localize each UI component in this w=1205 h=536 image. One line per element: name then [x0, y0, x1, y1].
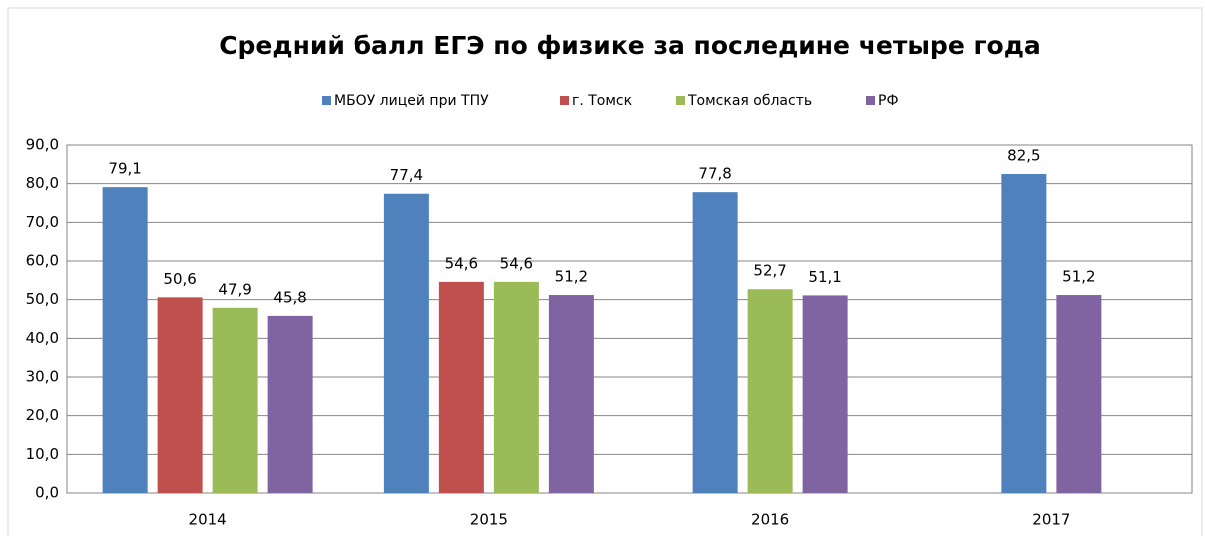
bar	[692, 192, 738, 493]
chart-title: Средний балл ЕГЭ по физике за последине …	[219, 31, 1041, 60]
y-tick-label: 30,0	[26, 368, 59, 386]
x-tick-label: 2016	[751, 511, 789, 529]
value-label: 51,2	[555, 268, 588, 286]
bar	[102, 187, 148, 493]
value-label: 52,7	[753, 262, 786, 280]
bar	[383, 193, 429, 493]
value-label: 54,6	[500, 254, 533, 272]
value-label: 77,8	[698, 165, 731, 183]
bar	[493, 281, 539, 493]
value-label: 51,1	[808, 268, 841, 286]
bar	[747, 289, 793, 493]
y-tick-label: 20,0	[26, 406, 59, 424]
legend-label: РФ	[878, 93, 899, 109]
x-tick-label: 2014	[189, 511, 227, 529]
value-label: 47,9	[218, 280, 251, 298]
bar	[548, 295, 594, 493]
y-tick-label: 80,0	[26, 174, 59, 192]
bar	[157, 297, 203, 493]
value-label: 54,6	[445, 254, 478, 272]
y-tick-label: 90,0	[26, 136, 59, 154]
y-tick-label: 50,0	[26, 290, 59, 308]
legend-label: Томская область	[687, 93, 812, 109]
bar	[212, 307, 258, 493]
legend-swatch	[866, 96, 875, 105]
y-tick-label: 70,0	[26, 213, 59, 231]
bar	[802, 295, 848, 493]
value-label: 51,2	[1062, 268, 1095, 286]
x-tick-label: 2017	[1032, 511, 1070, 529]
bar	[267, 315, 313, 493]
x-tick-label: 2015	[470, 511, 508, 529]
y-tick-label: 10,0	[26, 445, 59, 463]
legend-swatch	[322, 96, 331, 105]
value-label: 45,8	[273, 288, 306, 306]
y-tick-label: 0,0	[35, 484, 59, 502]
y-tick-label: 60,0	[26, 252, 59, 270]
legend-swatch	[676, 96, 685, 105]
value-label: 50,6	[163, 270, 196, 288]
bar	[1056, 295, 1102, 493]
value-label: 77,4	[390, 166, 423, 184]
bar	[438, 281, 484, 493]
legend-swatch	[560, 96, 569, 105]
legend-label: г. Томск	[572, 93, 632, 109]
value-label: 79,1	[108, 160, 141, 178]
value-label: 82,5	[1007, 147, 1040, 165]
y-tick-label: 40,0	[26, 329, 59, 347]
bar	[1001, 174, 1047, 493]
legend-label: МБОУ лицей при ТПУ	[334, 93, 489, 109]
